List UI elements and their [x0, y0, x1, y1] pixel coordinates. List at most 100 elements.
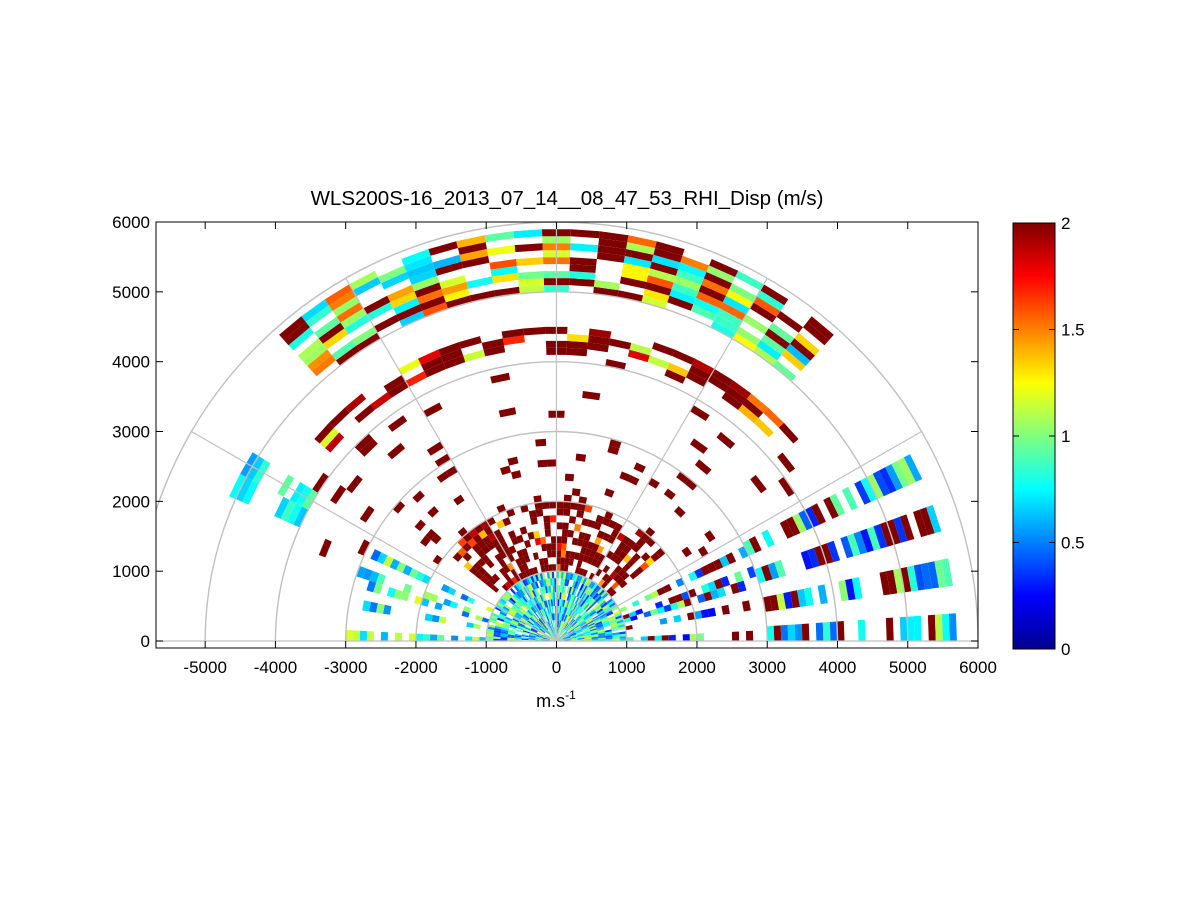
data-cell — [532, 566, 539, 575]
data-cell — [563, 638, 571, 640]
data-cell — [280, 500, 296, 522]
data-cell — [498, 559, 507, 568]
data-cell — [753, 417, 774, 438]
data-cell — [644, 593, 653, 602]
data-cell — [538, 595, 542, 603]
data-cell — [524, 602, 531, 609]
data-cell — [750, 474, 767, 494]
data-cell — [617, 621, 625, 626]
data-cell — [621, 269, 649, 282]
data-cell — [530, 630, 537, 634]
data-cell — [543, 635, 550, 639]
data-cell — [497, 617, 505, 622]
x-tick-label: 0 — [552, 658, 561, 677]
data-cell — [486, 636, 494, 639]
data-cell — [597, 609, 605, 616]
data-cell — [567, 609, 572, 616]
data-cell — [669, 289, 696, 305]
data-cell — [621, 571, 630, 581]
data-cell — [600, 590, 607, 598]
data-cell — [535, 639, 543, 641]
data-cell — [529, 608, 535, 615]
data-cell — [528, 636, 536, 639]
data-cell — [561, 613, 565, 621]
data-cell — [462, 542, 472, 553]
data-cell — [555, 634, 557, 641]
data-cell — [490, 614, 498, 620]
data-cell — [549, 501, 557, 509]
data-cell — [434, 453, 452, 468]
data-cell — [489, 617, 497, 622]
data-cell — [778, 476, 795, 497]
data-cell — [787, 624, 796, 641]
data-cell — [693, 610, 703, 620]
data-cell — [560, 620, 563, 628]
data-cell — [574, 523, 582, 532]
data-cell — [512, 618, 520, 623]
data-cell — [566, 625, 572, 632]
data-cell — [528, 608, 534, 616]
data-cell — [476, 548, 486, 558]
data-cell — [344, 393, 367, 413]
data-cell — [703, 271, 732, 290]
data-cell — [622, 613, 630, 620]
data-cell — [472, 533, 483, 544]
data-cell — [552, 627, 555, 635]
data-cell — [498, 600, 506, 606]
data-cell — [785, 343, 811, 366]
data-cell — [563, 614, 567, 622]
data-cell — [501, 625, 510, 630]
data-cell — [580, 546, 587, 555]
data-cell — [562, 621, 566, 629]
data-cell — [693, 297, 720, 315]
data-cell — [542, 608, 546, 616]
data-cell — [622, 554, 632, 564]
data-cell — [377, 265, 407, 284]
data-cell — [617, 541, 627, 551]
data-cell — [359, 630, 367, 641]
data-cell — [568, 629, 575, 634]
data-cell — [578, 568, 585, 576]
data-cell — [598, 635, 606, 639]
data-cell — [503, 547, 512, 557]
data-cell — [493, 636, 501, 640]
data-cell — [780, 624, 789, 641]
data-cell — [616, 576, 625, 585]
data-cell — [557, 606, 559, 614]
data-cell — [312, 354, 336, 377]
data-cell — [462, 552, 472, 562]
data-cell — [529, 632, 537, 636]
data-cell — [314, 316, 341, 339]
data-cell — [354, 433, 374, 452]
data-cell — [534, 596, 540, 604]
data-cell — [503, 620, 511, 625]
x-tick-label: 2000 — [678, 658, 716, 677]
data-cell — [600, 616, 608, 622]
data-cell — [426, 441, 445, 456]
data-cell — [619, 276, 647, 289]
data-cell — [500, 637, 508, 640]
data-cell — [345, 630, 353, 641]
data-cell — [493, 632, 501, 636]
data-cell — [663, 604, 672, 613]
data-cell — [570, 638, 578, 640]
data-cell — [491, 573, 500, 582]
data-cell — [568, 609, 573, 617]
data-cell — [631, 552, 641, 562]
data-cell — [436, 471, 450, 483]
data-cell — [549, 613, 553, 621]
data-cell — [543, 615, 548, 623]
data-cell — [414, 282, 442, 298]
data-cell — [516, 625, 524, 630]
data-cell — [713, 558, 724, 570]
data-cell — [598, 611, 606, 617]
data-cell — [424, 613, 433, 622]
data-cell — [781, 349, 806, 372]
data-cell — [324, 284, 353, 306]
data-cell — [614, 612, 622, 618]
data-cell — [536, 633, 544, 637]
data-cell — [852, 577, 863, 600]
data-cell — [523, 614, 530, 620]
data-cell — [588, 609, 596, 616]
